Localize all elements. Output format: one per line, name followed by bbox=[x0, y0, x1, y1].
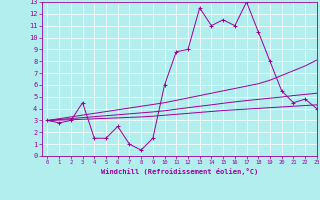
X-axis label: Windchill (Refroidissement éolien,°C): Windchill (Refroidissement éolien,°C) bbox=[100, 168, 258, 175]
